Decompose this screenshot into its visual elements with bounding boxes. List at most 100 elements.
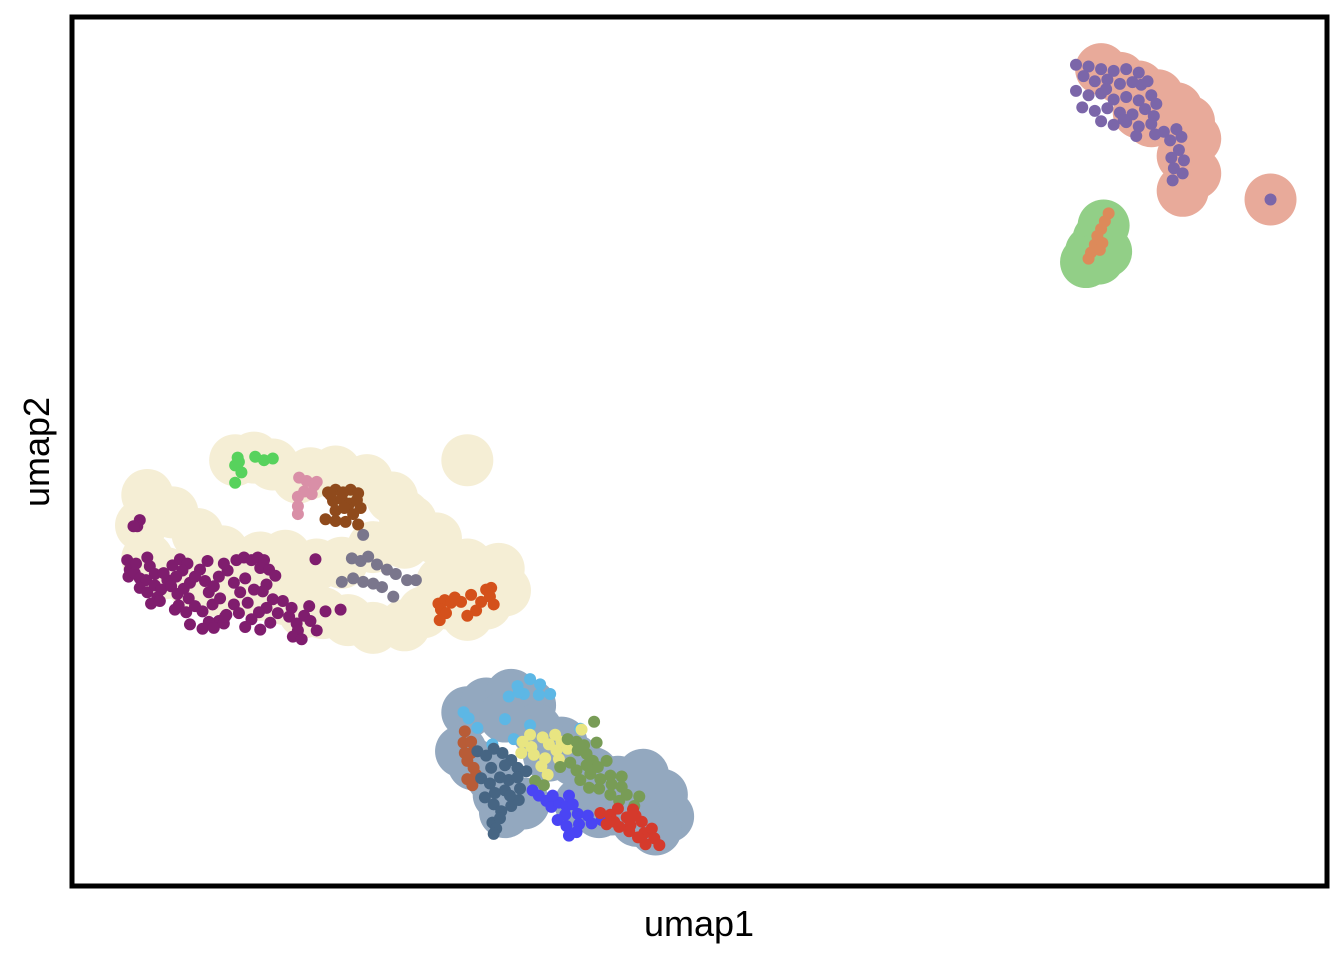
data-point [1164, 134, 1177, 147]
halo-blob [441, 434, 494, 487]
data-point [357, 528, 370, 541]
data-point [524, 728, 537, 741]
cluster-series-2 [229, 450, 279, 489]
data-point [347, 572, 360, 585]
data-point [199, 574, 212, 587]
data-point [571, 807, 584, 820]
cluster-series-10 [529, 715, 646, 813]
data-point [227, 576, 240, 589]
data-point [266, 593, 279, 606]
data-point [214, 592, 227, 605]
data-point [304, 614, 317, 627]
cluster-halo-4 [441, 434, 494, 591]
data-point [493, 812, 506, 825]
data-point [291, 508, 304, 521]
data-point [266, 452, 279, 465]
data-point [183, 618, 196, 631]
data-point [217, 557, 230, 570]
data-point [234, 586, 247, 599]
data-point [551, 813, 564, 826]
data-point [1076, 101, 1089, 114]
data-point [458, 725, 471, 738]
data-point [496, 747, 509, 760]
data-point [524, 719, 537, 732]
data-point [354, 501, 367, 514]
data-point [1095, 115, 1108, 128]
data-point [168, 603, 181, 616]
data-point [594, 773, 607, 786]
data-point [515, 747, 528, 760]
data-point [605, 778, 618, 791]
data-point [409, 574, 422, 587]
data-point [465, 588, 478, 601]
data-point [370, 558, 383, 571]
data-point [309, 553, 322, 566]
data-point [339, 515, 352, 528]
data-point [1101, 102, 1114, 115]
data-point [524, 673, 537, 686]
data-point [227, 598, 240, 611]
data-point [235, 466, 248, 479]
cluster-series-4 [319, 483, 367, 531]
cluster-series-6 [121, 514, 347, 646]
data-point [264, 616, 277, 629]
data-point [591, 760, 604, 773]
data-point [1070, 84, 1082, 97]
data-point [448, 591, 461, 604]
data-point [1120, 63, 1133, 76]
data-point [207, 621, 220, 634]
data-point [645, 822, 658, 835]
data-point [465, 735, 478, 748]
data-point [1101, 73, 1114, 86]
data-point [130, 557, 143, 570]
data-point [487, 827, 500, 840]
data-point [269, 569, 282, 582]
data-point [310, 475, 323, 488]
data-point [1088, 75, 1101, 88]
data-point [303, 600, 316, 613]
data-point [157, 567, 170, 580]
data-point [471, 721, 484, 734]
data-point [487, 598, 500, 611]
halo-blob [1072, 232, 1125, 285]
data-point [239, 572, 252, 585]
data-point [571, 744, 584, 757]
data-point [1166, 174, 1179, 187]
data-point [389, 568, 402, 581]
data-point [194, 563, 207, 576]
y-axis-label: umap2 [16, 397, 57, 507]
data-point [219, 610, 232, 623]
data-point [611, 802, 624, 815]
data-point [475, 772, 488, 785]
data-point [239, 621, 252, 634]
data-point [498, 713, 511, 726]
data-point [252, 606, 265, 619]
data-point [503, 789, 516, 802]
data-point [483, 777, 496, 790]
data-point [338, 501, 351, 514]
data-point [254, 623, 267, 636]
data-point [527, 748, 540, 761]
data-point [546, 789, 559, 802]
data-point [271, 607, 284, 620]
data-point [1120, 90, 1133, 103]
data-point [600, 754, 613, 767]
data-point [514, 782, 527, 795]
data-point [170, 570, 183, 583]
data-point [362, 550, 375, 563]
data-point [475, 595, 488, 608]
data-point [401, 574, 414, 587]
data-point [212, 570, 225, 583]
data-point [1177, 154, 1190, 167]
data-point [334, 603, 347, 616]
plot-frame [69, 14, 1330, 889]
data-point [1082, 60, 1095, 73]
data-point [375, 581, 388, 594]
data-point [1082, 252, 1095, 265]
data-point [329, 515, 342, 528]
data-point [291, 490, 304, 503]
data-point [1093, 243, 1106, 256]
data-point [352, 518, 365, 531]
data-point [1107, 64, 1120, 77]
